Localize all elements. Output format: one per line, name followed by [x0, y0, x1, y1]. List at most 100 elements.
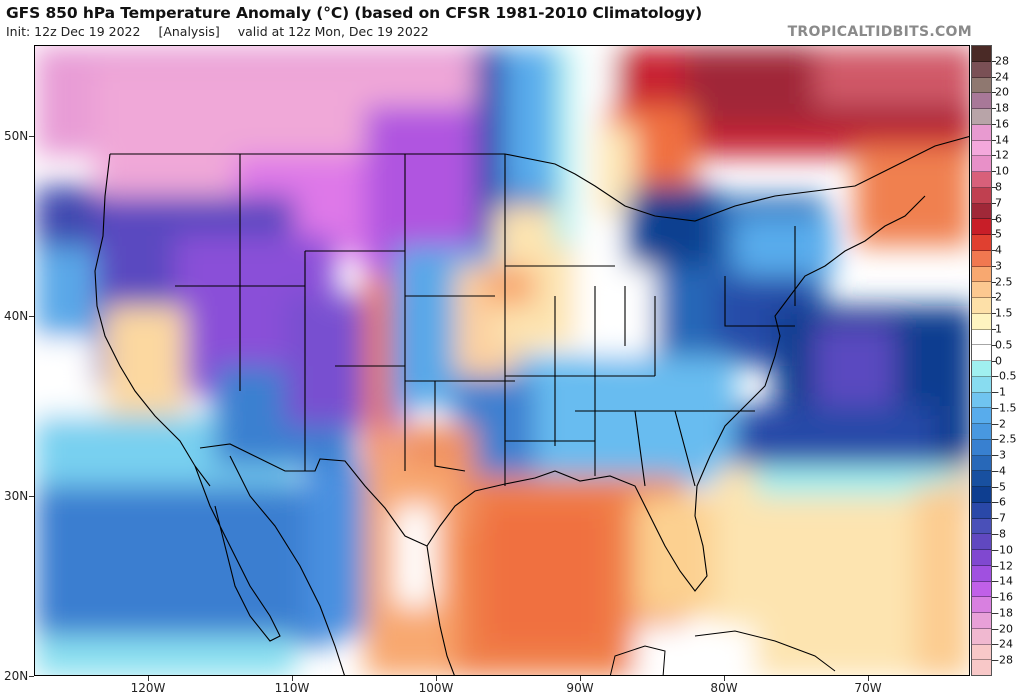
colorbar-tick: [992, 297, 996, 299]
anomaly-map: [34, 45, 970, 676]
colorbar-label: 7: [995, 196, 1002, 210]
colorbar-segment: [972, 550, 991, 566]
colorbar-label: 2: [995, 290, 1002, 304]
colorbar-label: -5: [995, 480, 1006, 494]
colorbar-label: 24: [995, 70, 1009, 84]
colorbar-tick: [992, 186, 996, 188]
lon-label-90w: 90W: [566, 681, 594, 695]
colorbar-tick: [992, 534, 996, 536]
colorbar-label: 1: [995, 322, 1002, 336]
colorbar-label: -18: [995, 606, 1013, 620]
colorbar-tick: [992, 470, 996, 472]
colorbar-tick: [992, 281, 996, 283]
colorbar-tick: [992, 155, 996, 157]
colorbar-label: -14: [995, 574, 1013, 588]
colorbar-label: 16: [995, 117, 1009, 131]
lat-tick-40n: [29, 316, 34, 317]
colorbar: [971, 45, 992, 676]
colorbar-segment: [972, 376, 991, 393]
colorbar-segment: [972, 77, 991, 94]
political-boundaries: [94, 135, 969, 675]
colorbar-segment: [972, 266, 991, 283]
lon-tick-100w: [436, 676, 437, 681]
colorbar-tick: [992, 313, 996, 315]
colorbar-label: -1.5: [995, 401, 1017, 415]
colorbar-segment: [972, 140, 991, 157]
colorbar-segment: [972, 187, 991, 204]
colorbar-label: -6: [995, 495, 1006, 509]
colorbar-label: -10: [995, 543, 1013, 557]
colorbar-label: 28: [995, 54, 1009, 68]
colorbar-segment: [972, 298, 991, 314]
colorbar-label: -8: [995, 527, 1006, 541]
init-time: Init: 12z Dec 19 2022: [6, 24, 141, 39]
map-title: GFS 850 hPa Temperature Anomaly (°C) (ba…: [6, 4, 703, 22]
colorbar-label: -20: [995, 622, 1013, 636]
colorbar-segment: [972, 502, 991, 519]
colorbar-segment: [972, 518, 991, 535]
anomaly-field: [35, 46, 969, 675]
colorbar-label: 0: [995, 354, 1002, 367]
colorbar-tick: [992, 139, 996, 141]
colorbar-segment: [972, 345, 991, 361]
colorbar-tick: [992, 612, 996, 614]
colorbar-tick: [992, 628, 996, 630]
colorbar-segment: [972, 124, 991, 141]
colorbar-tick: [992, 597, 996, 599]
lon-label-100w: 100W: [418, 681, 454, 695]
colorbar-tick: [992, 360, 996, 362]
lon-tick-80w: [724, 676, 725, 681]
colorbar-label: -2.5: [995, 432, 1017, 446]
colorbar-tick: [992, 644, 996, 646]
lon-label-80w: 80W: [710, 681, 738, 695]
colorbar-tick: [992, 518, 996, 520]
colorbar-label: 6: [995, 212, 1002, 226]
colorbar-segment: [972, 660, 991, 675]
colorbar-label: -1: [995, 385, 1006, 399]
colorbar-tick: [992, 234, 996, 236]
colorbar-tick: [992, 202, 996, 204]
lon-label-70w: 70W: [854, 681, 882, 695]
colorbar-segment: [972, 46, 991, 62]
brand-watermark: TROPICALTIDBITS.COM: [787, 24, 972, 40]
colorbar-label: 2.5: [995, 275, 1013, 289]
colorbar-segment: [972, 613, 991, 629]
colorbar-label: -12: [995, 559, 1013, 573]
colorbar-segment: [972, 250, 991, 267]
colorbar-segment: [972, 581, 991, 598]
colorbar-segment: [972, 282, 991, 298]
lat-label-30n: 30N: [4, 489, 29, 503]
colorbar-segment: [972, 408, 991, 424]
colorbar-tick: [992, 407, 996, 409]
colorbar-tick: [992, 376, 996, 378]
colorbar-label: -4: [995, 464, 1006, 478]
lon-tick-120w: [148, 676, 149, 681]
colorbar-segment: [972, 455, 991, 472]
lon-tick-110w: [292, 676, 293, 681]
colorbar-tick: [992, 218, 996, 220]
colorbar-tick: [992, 423, 996, 425]
colorbar-label: -3: [995, 448, 1006, 462]
colorbar-label: 20: [995, 85, 1009, 99]
colorbar-tick: [992, 581, 996, 583]
colorbar-label: 4: [995, 243, 1002, 257]
colorbar-segment: [972, 93, 991, 109]
valid-time: valid at 12z Mon, Dec 19 2022: [237, 24, 429, 39]
colorbar-label: -28: [995, 653, 1013, 667]
colorbar-segment: [972, 471, 991, 487]
lat-label-20n: 20N: [4, 669, 29, 683]
colorbar-segment: [972, 219, 991, 235]
colorbar-segment: [972, 439, 991, 456]
colorbar-tick: [992, 344, 996, 346]
colorbar-segment: [972, 235, 991, 251]
lat-label-50n: 50N: [4, 129, 29, 143]
colorbar-label: -7: [995, 511, 1006, 525]
colorbar-tick: [992, 250, 996, 252]
map-subtitle: Init: 12z Dec 19 2022 [Analysis] valid a…: [6, 24, 443, 39]
colorbar-segment: [972, 487, 991, 503]
lat-tick-50n: [29, 136, 34, 137]
colorbar-tick: [992, 123, 996, 125]
colorbar-segment: [972, 424, 991, 440]
colorbar-tick: [992, 486, 996, 488]
colorbar-tick: [992, 328, 996, 330]
